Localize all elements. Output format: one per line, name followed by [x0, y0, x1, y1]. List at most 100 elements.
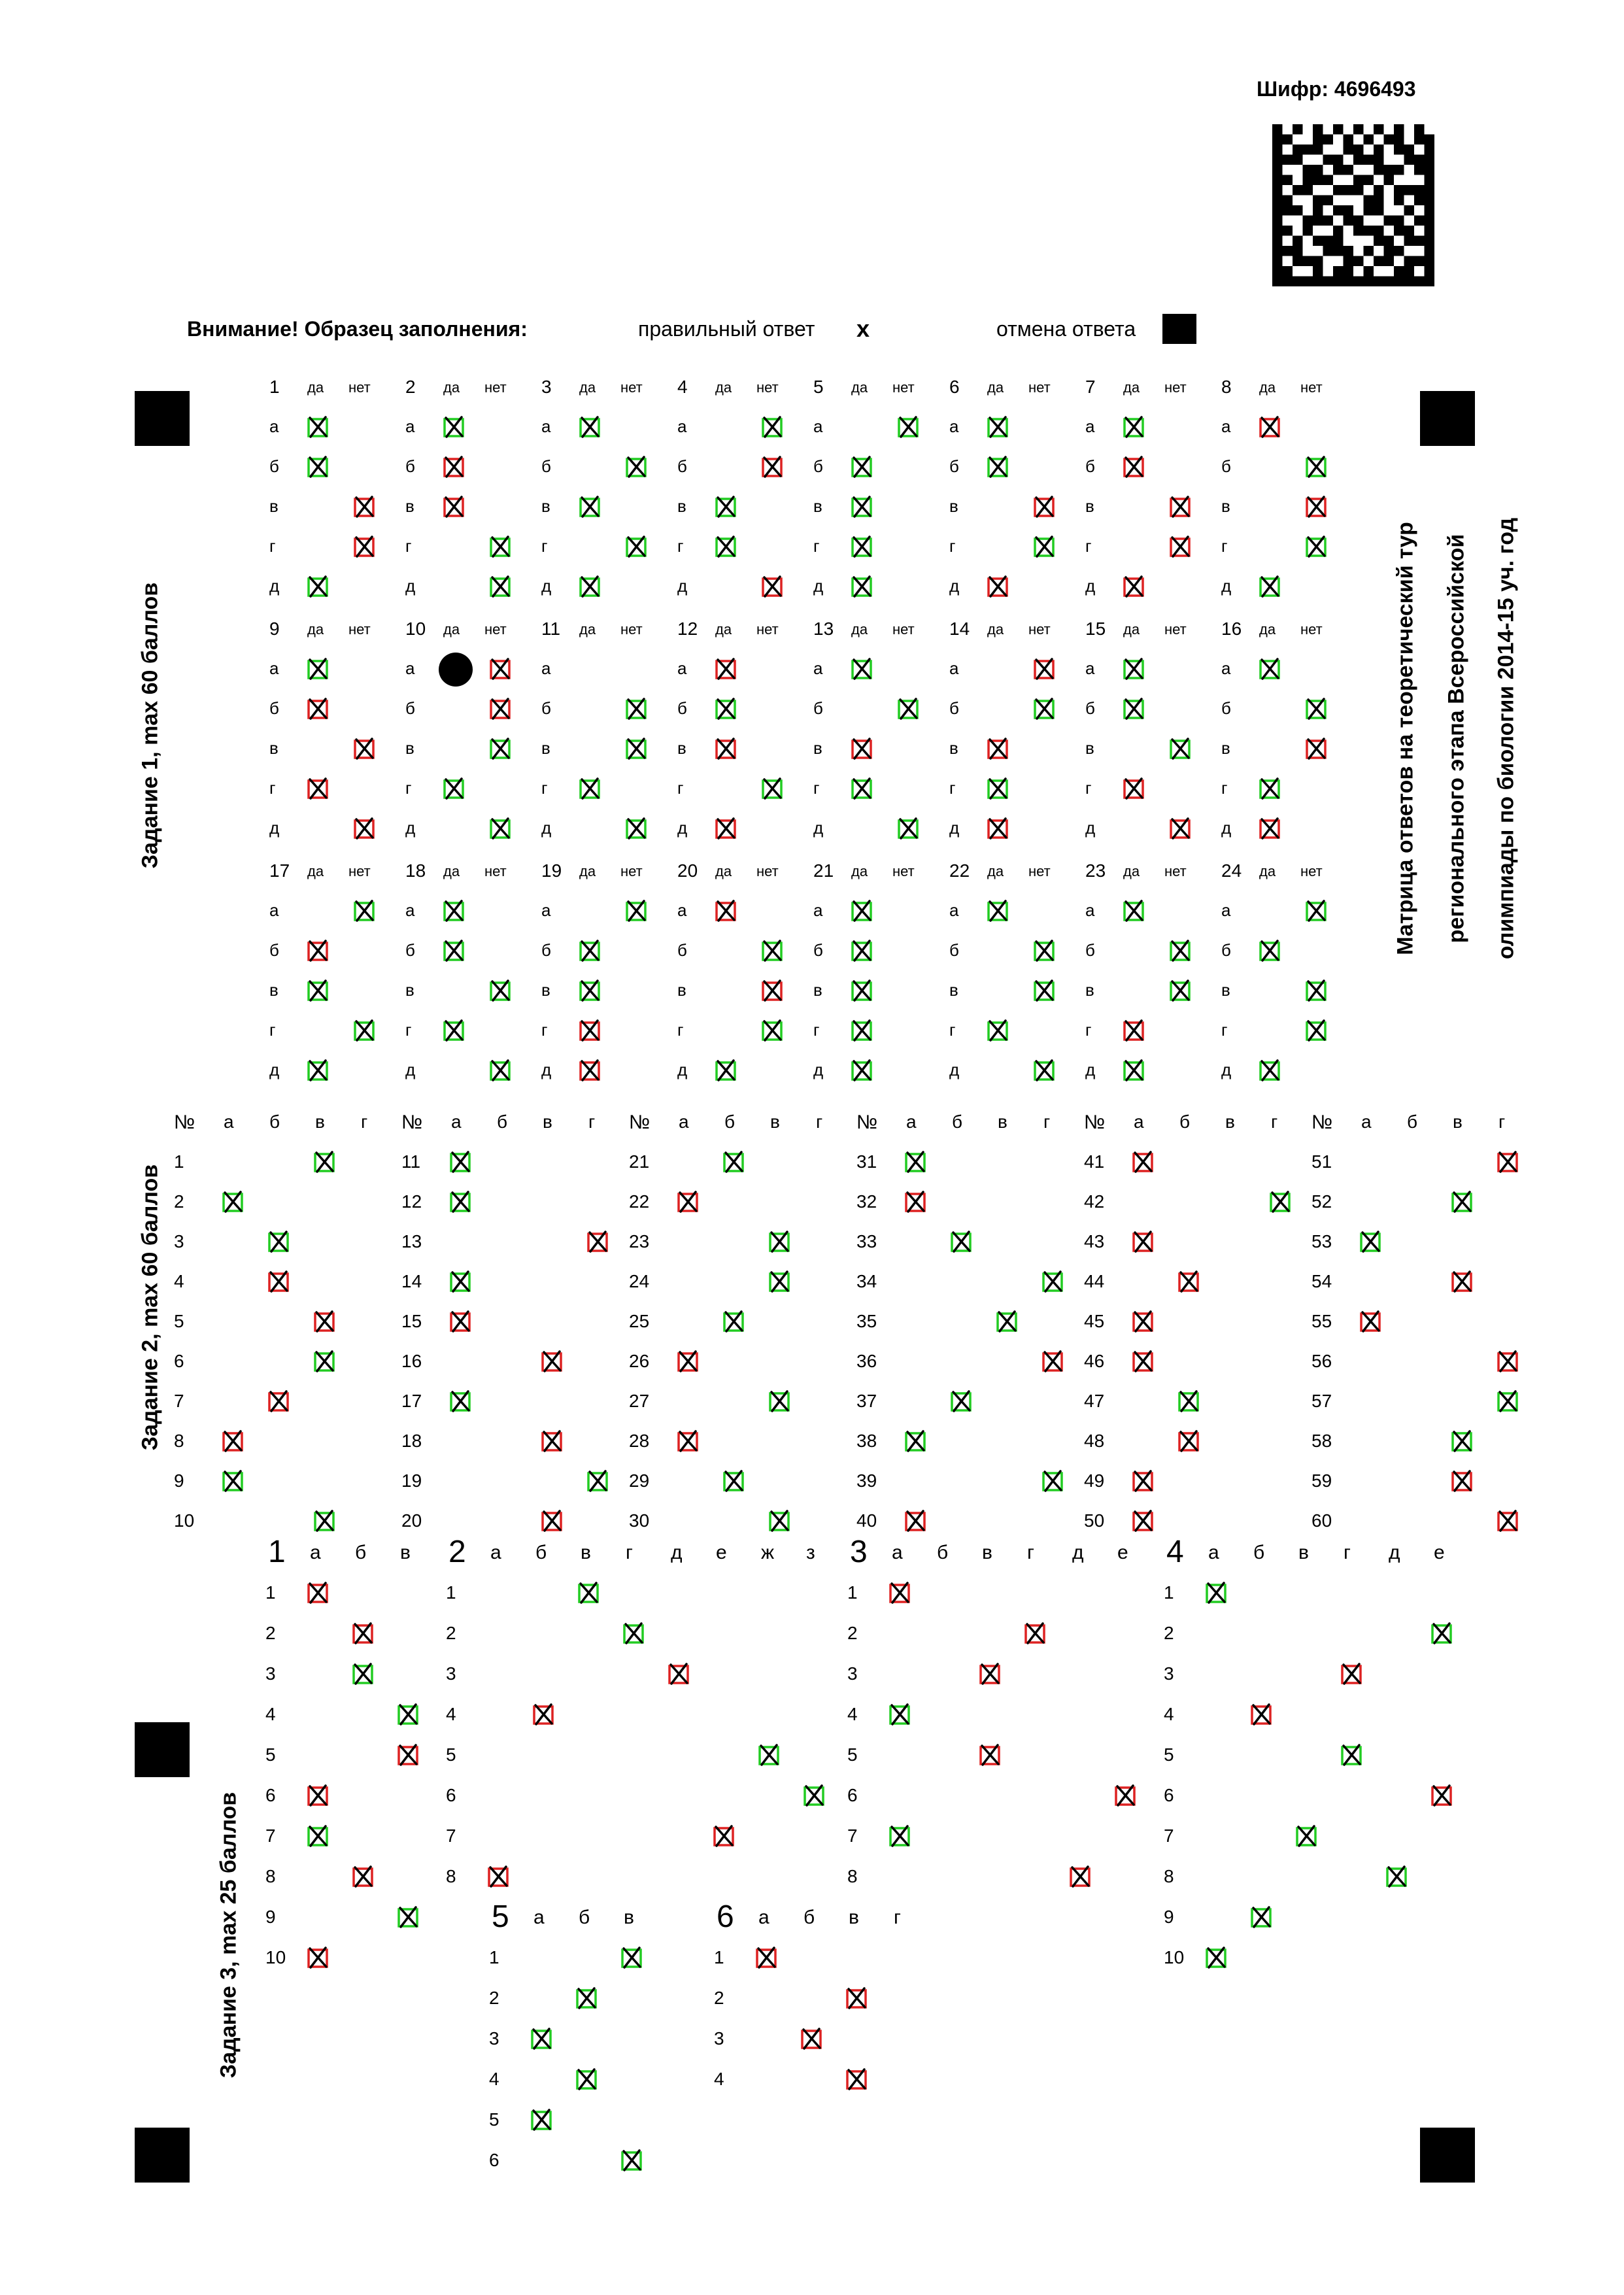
- answer-checkbox-icon[interactable]: [983, 452, 1013, 482]
- answer-checkbox-icon[interactable]: [847, 571, 877, 602]
- answer-checkbox-icon[interactable]: [709, 1821, 739, 1851]
- answer-checkbox-icon[interactable]: [841, 1983, 871, 2013]
- answer-checkbox-icon[interactable]: [621, 813, 651, 843]
- answer-checkbox-icon[interactable]: [309, 1506, 339, 1536]
- answer-checkbox-icon[interactable]: [1301, 896, 1331, 926]
- answer-checkbox-icon[interactable]: [1110, 1780, 1140, 1810]
- answer-checkbox-icon[interactable]: [1201, 1578, 1231, 1608]
- answer-checkbox-icon[interactable]: [1265, 1187, 1295, 1217]
- answer-checkbox-icon[interactable]: [218, 1187, 248, 1217]
- answer-checkbox-icon[interactable]: [711, 734, 741, 764]
- answer-checkbox-icon[interactable]: [349, 813, 379, 843]
- answer-checkbox-icon[interactable]: [673, 1187, 703, 1217]
- answer-checkbox-icon[interactable]: [583, 1466, 613, 1496]
- answer-checkbox-icon[interactable]: [1255, 654, 1285, 684]
- answer-checkbox-icon[interactable]: [485, 976, 515, 1006]
- answer-checkbox-icon[interactable]: [664, 1659, 694, 1689]
- answer-checkbox-icon[interactable]: [847, 896, 877, 926]
- answer-checkbox-icon[interactable]: [485, 694, 515, 724]
- answer-checkbox-icon[interactable]: [575, 492, 605, 522]
- answer-checkbox-icon[interactable]: [1201, 1943, 1231, 1973]
- answer-checkbox-icon[interactable]: [847, 734, 877, 764]
- answer-checkbox-icon[interactable]: [303, 1821, 333, 1851]
- answer-checkbox-icon[interactable]: [1038, 1346, 1068, 1376]
- answer-checkbox-icon[interactable]: [1336, 1659, 1366, 1689]
- answer-checkbox-icon[interactable]: [1119, 774, 1149, 804]
- answer-checkbox-icon[interactable]: [303, 976, 333, 1006]
- answer-checkbox-icon[interactable]: [303, 774, 333, 804]
- answer-checkbox-icon[interactable]: [711, 492, 741, 522]
- answer-checkbox-icon[interactable]: [303, 654, 333, 684]
- answer-checkbox-icon[interactable]: [1301, 532, 1331, 562]
- answer-checkbox-icon[interactable]: [757, 774, 787, 804]
- answer-checkbox-icon[interactable]: [1165, 532, 1195, 562]
- answer-checkbox-icon[interactable]: [719, 1147, 749, 1177]
- answer-checkbox-icon[interactable]: [439, 936, 469, 966]
- answer-checkbox-icon[interactable]: [309, 1306, 339, 1336]
- answer-checkbox-icon[interactable]: [1029, 492, 1059, 522]
- answer-checkbox-icon[interactable]: [1165, 976, 1195, 1006]
- answer-checkbox-icon[interactable]: [983, 734, 1013, 764]
- answer-checkbox-icon[interactable]: [983, 774, 1013, 804]
- answer-checkbox-icon[interactable]: [1447, 1426, 1477, 1456]
- answer-checkbox-icon[interactable]: [711, 813, 741, 843]
- answer-checkbox-icon[interactable]: [445, 1147, 475, 1177]
- answer-checkbox-icon[interactable]: [946, 1386, 976, 1416]
- answer-checkbox-icon[interactable]: [348, 1862, 378, 1892]
- answer-checkbox-icon[interactable]: [263, 1227, 294, 1257]
- answer-checkbox-icon[interactable]: [1381, 1862, 1412, 1892]
- answer-checkbox-icon[interactable]: [719, 1466, 749, 1496]
- answer-checkbox-icon[interactable]: [900, 1147, 930, 1177]
- answer-checkbox-icon[interactable]: [621, 896, 651, 926]
- answer-checkbox-icon[interactable]: [1174, 1266, 1204, 1297]
- answer-checkbox-icon[interactable]: [571, 1983, 601, 2013]
- answer-checkbox-icon[interactable]: [537, 1506, 567, 1536]
- answer-checkbox-icon[interactable]: [303, 1943, 333, 1973]
- answer-checkbox-icon[interactable]: [1447, 1466, 1477, 1496]
- answer-checkbox-icon[interactable]: [711, 654, 741, 684]
- answer-checkbox-icon[interactable]: [1029, 532, 1059, 562]
- answer-checkbox-icon[interactable]: [303, 1780, 333, 1810]
- answer-checkbox-icon[interactable]: [1065, 1862, 1095, 1892]
- answer-checkbox-icon[interactable]: [303, 1578, 333, 1608]
- answer-checkbox-icon[interactable]: [751, 1943, 781, 1973]
- answer-checkbox-icon[interactable]: [711, 694, 741, 724]
- answer-checkbox-icon[interactable]: [263, 1386, 294, 1416]
- answer-checkbox-icon[interactable]: [1301, 694, 1331, 724]
- answer-checkbox-icon[interactable]: [1427, 1618, 1457, 1648]
- answer-checkbox-icon[interactable]: [757, 936, 787, 966]
- answer-checkbox-icon[interactable]: [1119, 694, 1149, 724]
- answer-checkbox-icon[interactable]: [393, 1740, 423, 1770]
- answer-checkbox-icon[interactable]: [847, 936, 877, 966]
- answer-checkbox-icon[interactable]: [757, 452, 787, 482]
- answer-checkbox-icon[interactable]: [711, 532, 741, 562]
- answer-checkbox-icon[interactable]: [485, 813, 515, 843]
- answer-checkbox-icon[interactable]: [1165, 492, 1195, 522]
- answer-checkbox-icon[interactable]: [1493, 1506, 1523, 1536]
- answer-checkbox-icon[interactable]: [349, 532, 379, 562]
- answer-checkbox-icon[interactable]: [757, 976, 787, 1006]
- answer-checkbox-icon[interactable]: [528, 1699, 558, 1729]
- answer-checkbox-icon[interactable]: [1246, 1699, 1276, 1729]
- answer-checkbox-icon[interactable]: [349, 734, 379, 764]
- answer-checkbox-icon[interactable]: [575, 412, 605, 442]
- answer-checkbox-icon[interactable]: [309, 1147, 339, 1177]
- answer-checkbox-icon[interactable]: [847, 1055, 877, 1085]
- answer-checkbox-icon[interactable]: [445, 1187, 475, 1217]
- answer-checkbox-icon[interactable]: [621, 694, 651, 724]
- answer-checkbox-icon[interactable]: [1119, 1055, 1149, 1085]
- answer-checkbox-icon[interactable]: [764, 1506, 794, 1536]
- answer-checkbox-icon[interactable]: [526, 2024, 556, 2054]
- answer-checkbox-icon[interactable]: [983, 1015, 1013, 1046]
- answer-checkbox-icon[interactable]: [1128, 1346, 1158, 1376]
- answer-checkbox-icon[interactable]: [349, 1015, 379, 1046]
- answer-checkbox-icon[interactable]: [439, 1015, 469, 1046]
- answer-checkbox-icon[interactable]: [575, 1055, 605, 1085]
- answer-checkbox-icon[interactable]: [847, 976, 877, 1006]
- answer-checkbox-icon[interactable]: [983, 571, 1013, 602]
- answer-checkbox-icon[interactable]: [1128, 1306, 1158, 1336]
- answer-checkbox-icon[interactable]: [900, 1426, 930, 1456]
- answer-checkbox-icon[interactable]: [841, 2064, 871, 2094]
- answer-checkbox-icon[interactable]: [445, 1266, 475, 1297]
- answer-checkbox-icon[interactable]: [537, 1426, 567, 1456]
